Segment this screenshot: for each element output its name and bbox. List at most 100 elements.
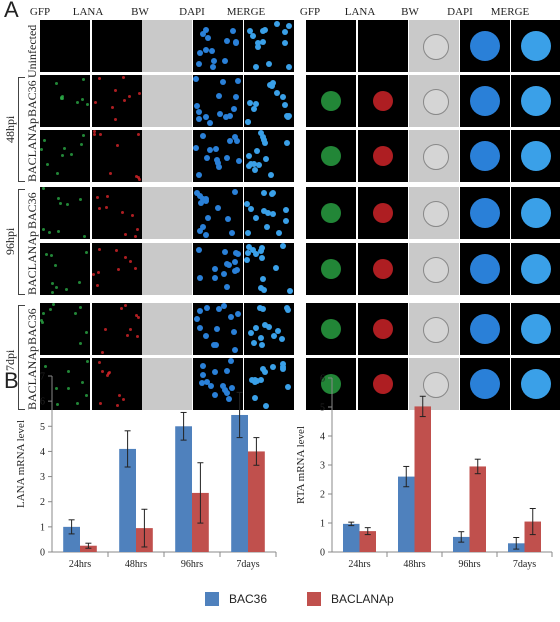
nucleus-dot [76, 402, 79, 405]
y-axis-label: RTA mRNA level [295, 426, 307, 504]
nucleus-dot [220, 383, 226, 389]
bar-baclanap [469, 466, 486, 552]
nucleus-dot [205, 215, 211, 221]
nucleus-dot [222, 58, 228, 64]
micrograph-single-cell-r1-dapi [460, 75, 510, 127]
nucleus-dot [193, 145, 199, 151]
nucleus-dot [56, 172, 59, 175]
row-label-bac36: BAC36 [25, 192, 39, 229]
nucleus-single [521, 198, 551, 228]
micrograph-field-r5-merge [244, 303, 294, 355]
nucleus-dot [197, 325, 203, 331]
nucleus-dot [222, 387, 228, 393]
micrograph-field-r1-lana [92, 75, 142, 127]
y-tick-label: 0 [40, 548, 45, 559]
micrograph-single-cell-r0-lana [358, 20, 408, 72]
nucleus-dot [59, 202, 62, 205]
nucleus-dot [214, 326, 220, 332]
nucleus-dot [246, 244, 252, 250]
nucleus-dot [134, 267, 137, 270]
nucleus-dot [54, 264, 57, 267]
nucleus-single [321, 146, 341, 166]
nucleus-dot [213, 342, 219, 348]
nucleus-dot [231, 106, 237, 112]
nucleus-dot [269, 83, 275, 89]
nucleus-dot [286, 23, 292, 29]
nucleus-dot [225, 216, 231, 222]
nucleus-dot [93, 130, 96, 133]
column-header-bw: BW [401, 6, 419, 18]
micrograph-single-cell-r6-dapi [460, 358, 510, 410]
legend-swatch-bac36 [205, 592, 219, 606]
nucleus-dot [42, 312, 45, 315]
micrograph-field-r2-dapi [193, 130, 243, 182]
nucleus-dot [268, 172, 274, 178]
nucleus-dot [55, 82, 58, 85]
micrograph-field-r4-gfp [40, 243, 90, 295]
nucleus-dot [40, 148, 43, 151]
bw-cell-outline [423, 317, 449, 343]
nucleus-dot [253, 251, 259, 257]
bar-bac36 [398, 476, 415, 552]
nucleus-dot [111, 106, 114, 109]
nucleus-dot [43, 139, 46, 142]
y-tick-label: 4 [40, 447, 45, 458]
nucleus-single [521, 31, 551, 61]
nucleus-dot [108, 371, 111, 374]
nucleus-dot [203, 196, 209, 202]
nucleus-dot [270, 364, 276, 370]
nucleus-dot [96, 196, 99, 199]
nucleus-dot [235, 311, 241, 317]
bar-bac36 [175, 426, 192, 552]
group-label-48hpi: 48hpi [3, 115, 17, 143]
column-header-merge: MERGE [490, 6, 530, 18]
nucleus-dot [274, 21, 280, 27]
nucleus-dot [232, 259, 238, 265]
nucleus-dot [251, 106, 257, 112]
nucleus-dot [131, 214, 134, 217]
nucleus-dot [224, 261, 230, 267]
micrograph-single-cell-r3-lana [358, 187, 408, 239]
nucleus-dot [255, 40, 261, 46]
nucleus-dot [220, 79, 226, 85]
nucleus-dot [97, 271, 100, 274]
group-bracket-96hpi [18, 189, 25, 295]
legend-item-baclanap: BACLANAp [307, 592, 394, 606]
nucleus-single [321, 374, 341, 394]
nucleus-dot [257, 305, 263, 311]
nucleus-dot [85, 251, 88, 254]
legend-label-baclanap: BACLANAp [331, 592, 394, 606]
nucleus-dot [246, 153, 252, 159]
nucleus-dot [259, 342, 265, 348]
y-tick-label: 1 [40, 522, 45, 533]
nucleus-dot [86, 103, 89, 106]
micrograph-field-r0-lana [92, 20, 142, 72]
micrograph-field-r0-bw [142, 20, 192, 72]
nucleus-dot [67, 370, 70, 373]
nucleus-dot [136, 228, 139, 231]
micrograph-field-r2-merge [244, 130, 294, 182]
nucleus-dot [228, 314, 234, 320]
group-bracket-7dpi [18, 305, 25, 410]
nucleus-dot [216, 306, 222, 312]
column-header-merge: MERGE [226, 6, 266, 18]
nucleus-dot [232, 134, 238, 140]
micrograph-single-cell-r3-dapi [460, 187, 510, 239]
nucleus-dot [57, 230, 60, 233]
nucleus-dot [106, 374, 109, 377]
nucleus-dot [245, 119, 251, 125]
micrograph-field-r6-merge [244, 358, 294, 410]
nucleus-single [321, 319, 341, 339]
nucleus-dot [197, 308, 203, 314]
nucleus-dot [235, 251, 241, 257]
legend-swatch-baclanap [307, 592, 322, 606]
nucleus-dot [216, 93, 222, 99]
nucleus-dot [203, 333, 209, 339]
nucleus-dot [76, 101, 79, 104]
nucleus-dot [231, 329, 237, 335]
nucleus-dot [79, 342, 82, 345]
nucleus-dot [105, 206, 108, 209]
nucleus-dot [128, 95, 131, 98]
nucleus-dot [280, 94, 286, 100]
micrograph-single-cell-r1-bw [409, 75, 459, 127]
